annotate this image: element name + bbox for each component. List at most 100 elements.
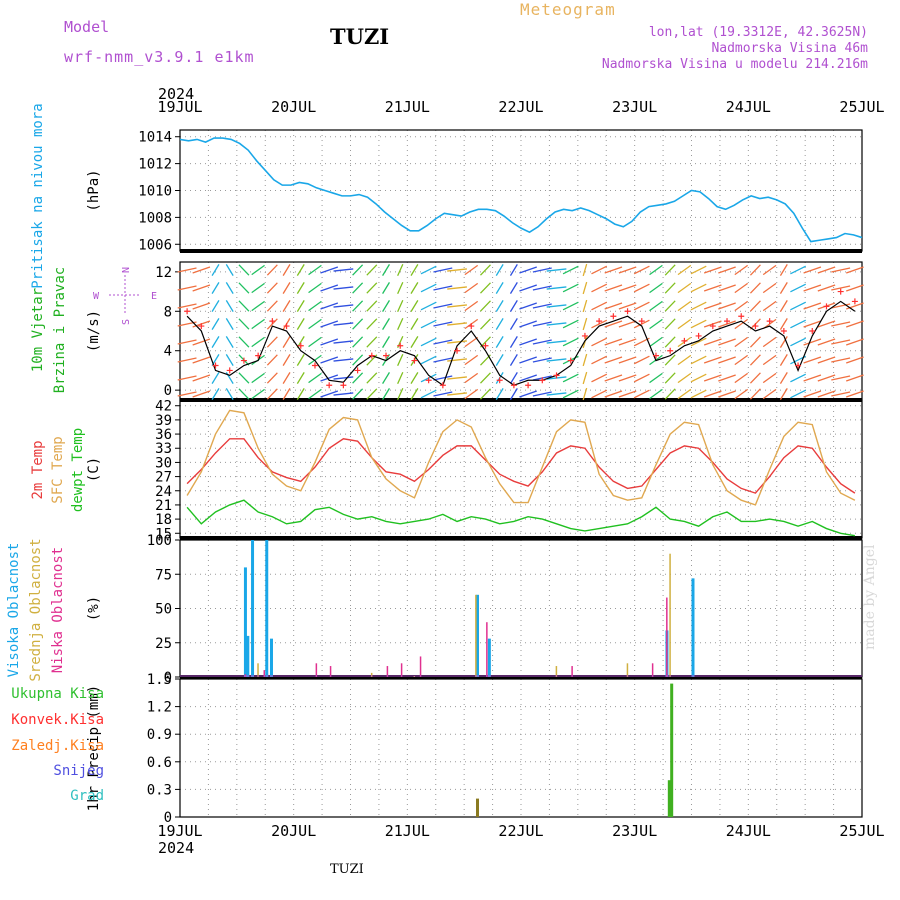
y-tick-label: 27 xyxy=(155,470,172,486)
wind-arrow xyxy=(509,336,518,348)
temperature-unit-label: (C) xyxy=(86,457,102,482)
wind-arrow xyxy=(718,374,736,382)
y-tick-label: 33 xyxy=(155,441,172,457)
wind-arrow xyxy=(308,264,322,276)
wind-arrow xyxy=(562,301,579,311)
wind-arrow xyxy=(817,320,836,328)
y-tick-label: 4 xyxy=(164,344,172,360)
wind-arrow xyxy=(509,300,518,312)
wind-arrow xyxy=(266,354,278,366)
x-tick-label-top: 20JUL xyxy=(271,98,316,116)
wind-arrow xyxy=(192,284,211,292)
wind-arrow xyxy=(718,390,736,398)
wind-arrow xyxy=(562,337,579,347)
x-tick-label-top: 22JUL xyxy=(498,98,543,116)
gust-marker xyxy=(226,367,233,374)
wind-arrow xyxy=(846,338,864,346)
cloud-low-bar xyxy=(666,597,668,677)
cloud-high-bar xyxy=(246,635,250,677)
wind-arrow xyxy=(649,336,663,348)
gust-marker xyxy=(809,328,816,334)
wind-arrow xyxy=(633,265,650,275)
wind-arrow xyxy=(762,282,777,294)
wind-arrow xyxy=(677,372,692,384)
compass-north: N xyxy=(121,267,132,273)
wind-arrow xyxy=(749,372,761,384)
wind-arrow xyxy=(333,286,354,290)
wind-arrow xyxy=(495,264,504,276)
y-tick-label: 18 xyxy=(155,512,172,528)
wind-arrow xyxy=(480,300,491,312)
compass-west: W xyxy=(93,291,100,302)
wind-arrow xyxy=(352,282,364,294)
wind-arrow xyxy=(532,357,552,363)
meteogram-title: Meteogram xyxy=(520,0,616,19)
wind-arrow xyxy=(803,374,822,382)
gust-marker xyxy=(383,352,390,359)
wind-arrow xyxy=(410,372,419,384)
wind-arrow xyxy=(749,336,761,348)
wind-arrow xyxy=(495,300,504,312)
wind-arrow xyxy=(382,372,390,384)
gust-marker xyxy=(212,362,219,369)
wind-arrow xyxy=(649,372,663,384)
temp-sfc-line xyxy=(186,409,856,506)
wind-arrow xyxy=(790,283,807,293)
wind-arrow xyxy=(420,283,437,293)
wind-arrow xyxy=(803,302,822,310)
y-tick-label: 12 xyxy=(155,265,172,281)
model-label: Model xyxy=(64,18,110,36)
wind-arrow xyxy=(480,264,491,276)
y-tick-label: 0.9 xyxy=(147,727,172,743)
wind-arrow xyxy=(296,264,305,276)
precip-legend-label: Zaledj.Kisa xyxy=(11,738,104,754)
year-label-top: 2024 xyxy=(158,85,194,103)
wind-arrow xyxy=(846,390,864,398)
gust-marker xyxy=(681,337,688,344)
wind-arrow xyxy=(352,318,364,330)
precip-total-bar xyxy=(670,683,674,817)
wind-arrow xyxy=(718,302,736,310)
wind-arrow xyxy=(397,263,404,277)
wind-arrow xyxy=(779,354,788,366)
wind-arrow xyxy=(366,264,378,276)
wind-arrow xyxy=(532,285,552,291)
x-tick-label-bottom: 25JUL xyxy=(839,822,884,840)
elevation-label: Nadmorska Visina 46m xyxy=(711,41,868,56)
station-title: TUZI xyxy=(330,24,390,49)
wind-speed-line xyxy=(186,300,856,387)
wind-arrow xyxy=(831,339,851,345)
wind-arrow xyxy=(633,389,650,399)
wind-arrow xyxy=(734,282,749,294)
wind-arrow xyxy=(177,391,197,397)
wind-arrow xyxy=(582,353,588,367)
y-tick-label: 21 xyxy=(155,498,172,514)
x-tick-label-top: 21JUL xyxy=(385,98,430,116)
y-tick-label: 0.6 xyxy=(147,755,172,771)
wind-arrow xyxy=(320,302,339,310)
gust-marker xyxy=(439,382,446,389)
wind-arrow xyxy=(649,282,663,294)
wind-arrow xyxy=(433,357,453,363)
wind-arrow xyxy=(366,282,378,294)
dewpoint-line xyxy=(186,499,856,537)
pressure-unit-label: (hPa) xyxy=(86,169,102,211)
cloud-high-bar xyxy=(243,567,247,677)
wind-arrow xyxy=(509,354,518,366)
pressure-axis-label: Pritisak na nivou mora xyxy=(30,103,46,288)
wind-arrow xyxy=(333,268,354,272)
wind-arrow xyxy=(177,303,197,309)
wind-arrow xyxy=(296,282,305,294)
wind-arrow xyxy=(633,373,650,383)
wind-arrow xyxy=(410,388,419,400)
wind-arrow xyxy=(211,318,220,330)
wind-arrow xyxy=(831,375,851,381)
wind-arrow xyxy=(192,374,211,382)
wind-arrow xyxy=(734,300,749,312)
wind-arrow xyxy=(447,268,467,272)
cloud-mid-bar xyxy=(370,672,373,677)
wind-arrow xyxy=(211,282,220,294)
wind-arrow xyxy=(664,336,676,348)
gust-marker xyxy=(795,362,802,369)
wind-arrow xyxy=(238,282,250,294)
